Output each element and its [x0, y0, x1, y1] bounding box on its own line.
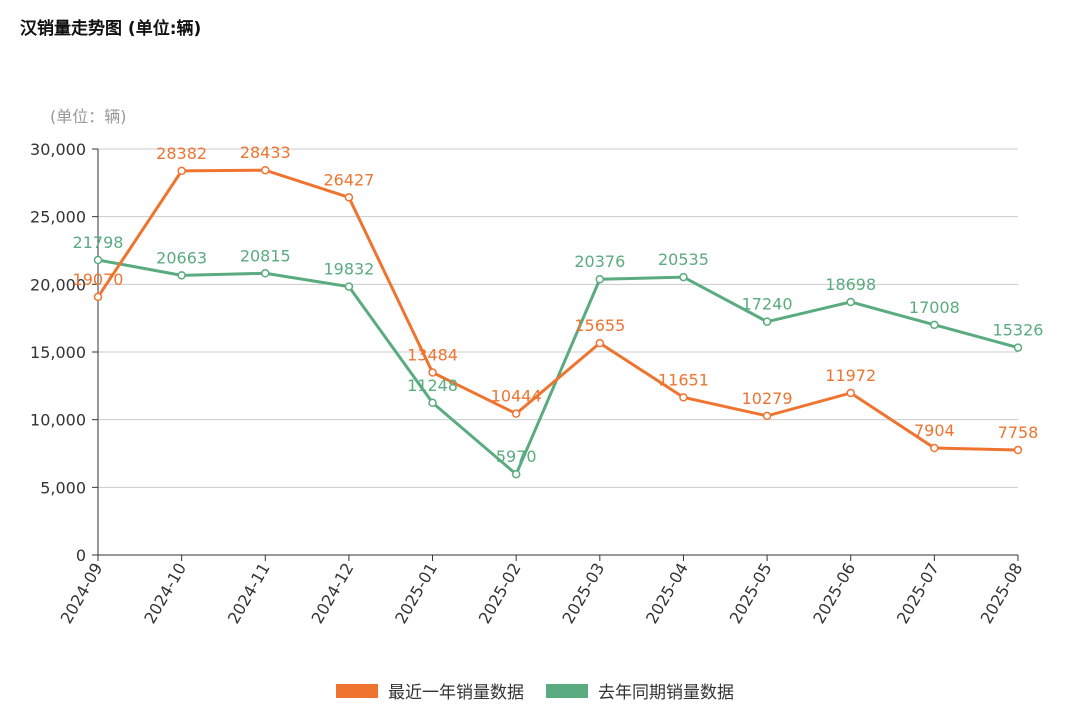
legend: 最近一年销量数据 去年同期销量数据 — [0, 678, 1070, 703]
data-point — [511, 409, 521, 418]
x-tick-label: 2024-10 — [140, 560, 190, 627]
legend-item[interactable]: 最近一年销量数据 — [336, 678, 524, 703]
data-label: 20663 — [156, 248, 207, 267]
y-tick-label: 10,000 — [30, 411, 86, 430]
data-label: 11248 — [407, 376, 458, 395]
y-tick-label: 20,000 — [30, 275, 86, 294]
data-point — [846, 388, 855, 398]
data-point — [177, 271, 186, 280]
data-point — [762, 317, 772, 326]
data-point — [93, 255, 103, 265]
data-label: 20535 — [658, 250, 709, 269]
series-line — [97, 258, 1019, 477]
data-label: 20815 — [240, 246, 291, 265]
data-point — [595, 274, 605, 284]
y-tick-label: 30,000 — [30, 140, 86, 159]
data-point — [261, 269, 270, 278]
data-label: 26427 — [323, 170, 374, 189]
x-tick-label: 2024-11 — [224, 560, 274, 627]
data-label: 15326 — [993, 321, 1044, 340]
data-point — [428, 398, 437, 408]
x-tick-label: 2025-02 — [475, 560, 525, 627]
data-point — [177, 166, 186, 176]
legend-swatch — [546, 683, 588, 698]
data-point — [344, 282, 354, 291]
x-tick-label: 2025-05 — [726, 560, 776, 627]
data-point — [846, 297, 855, 307]
legend-item[interactable]: 去年同期销量数据 — [546, 678, 734, 703]
y-tick-label: 0 — [76, 546, 86, 565]
data-label: 19832 — [323, 260, 374, 279]
x-tick-label: 2025-01 — [391, 560, 441, 627]
data-label: 7758 — [998, 423, 1039, 442]
x-tick-label: 2025-07 — [893, 560, 943, 627]
data-point — [595, 338, 605, 348]
data-label: 18698 — [825, 275, 876, 294]
chart-title: 汉销量走势图 (单位:辆) — [20, 19, 202, 39]
data-label: 5970 — [496, 447, 537, 466]
data-label: 17240 — [742, 295, 793, 314]
y-tick-label: 5,000 — [40, 478, 86, 497]
data-label: 17008 — [909, 298, 960, 317]
data-point — [679, 272, 688, 282]
data-point — [762, 411, 772, 421]
data-point — [428, 368, 437, 377]
data-point — [679, 393, 688, 402]
data-label: 19070 — [73, 270, 124, 289]
legend-label: 最近一年销量数据 — [388, 683, 524, 703]
data-label: 28433 — [240, 143, 291, 162]
series-line — [96, 168, 1019, 452]
x-tick-label: 2024-12 — [307, 560, 357, 627]
data-label: 15655 — [574, 316, 625, 335]
legend-swatch — [336, 683, 378, 698]
x-tick-label: 2024-09 — [57, 560, 107, 627]
legend-label: 去年同期销量数据 — [598, 683, 734, 703]
data-label: 10279 — [742, 389, 793, 408]
y-tick-label: 25,000 — [30, 208, 86, 227]
data-point — [344, 193, 354, 202]
data-point — [1013, 343, 1023, 352]
data-point — [1013, 445, 1023, 455]
y-tick-label: 15,000 — [30, 343, 86, 362]
data-label: 7904 — [914, 421, 955, 440]
data-label: 13484 — [407, 346, 458, 365]
x-tick-label: 2025-08 — [977, 560, 1027, 627]
data-label: 28382 — [156, 144, 207, 163]
data-label: 20376 — [574, 252, 625, 271]
data-point — [261, 165, 270, 175]
x-tick-label: 2025-04 — [642, 560, 692, 627]
data-label: 21798 — [73, 233, 124, 252]
data-point — [93, 292, 103, 302]
x-tick-label: 2025-06 — [809, 560, 859, 627]
x-tick-label: 2025-03 — [558, 560, 608, 627]
data-label: 11651 — [658, 370, 709, 389]
data-point — [511, 469, 521, 479]
y-axis-unit-label: (单位：辆) — [50, 107, 127, 126]
data-point — [930, 443, 939, 453]
data-point — [930, 320, 939, 330]
data-label: 10444 — [491, 387, 542, 406]
data-label: 11972 — [825, 366, 876, 385]
